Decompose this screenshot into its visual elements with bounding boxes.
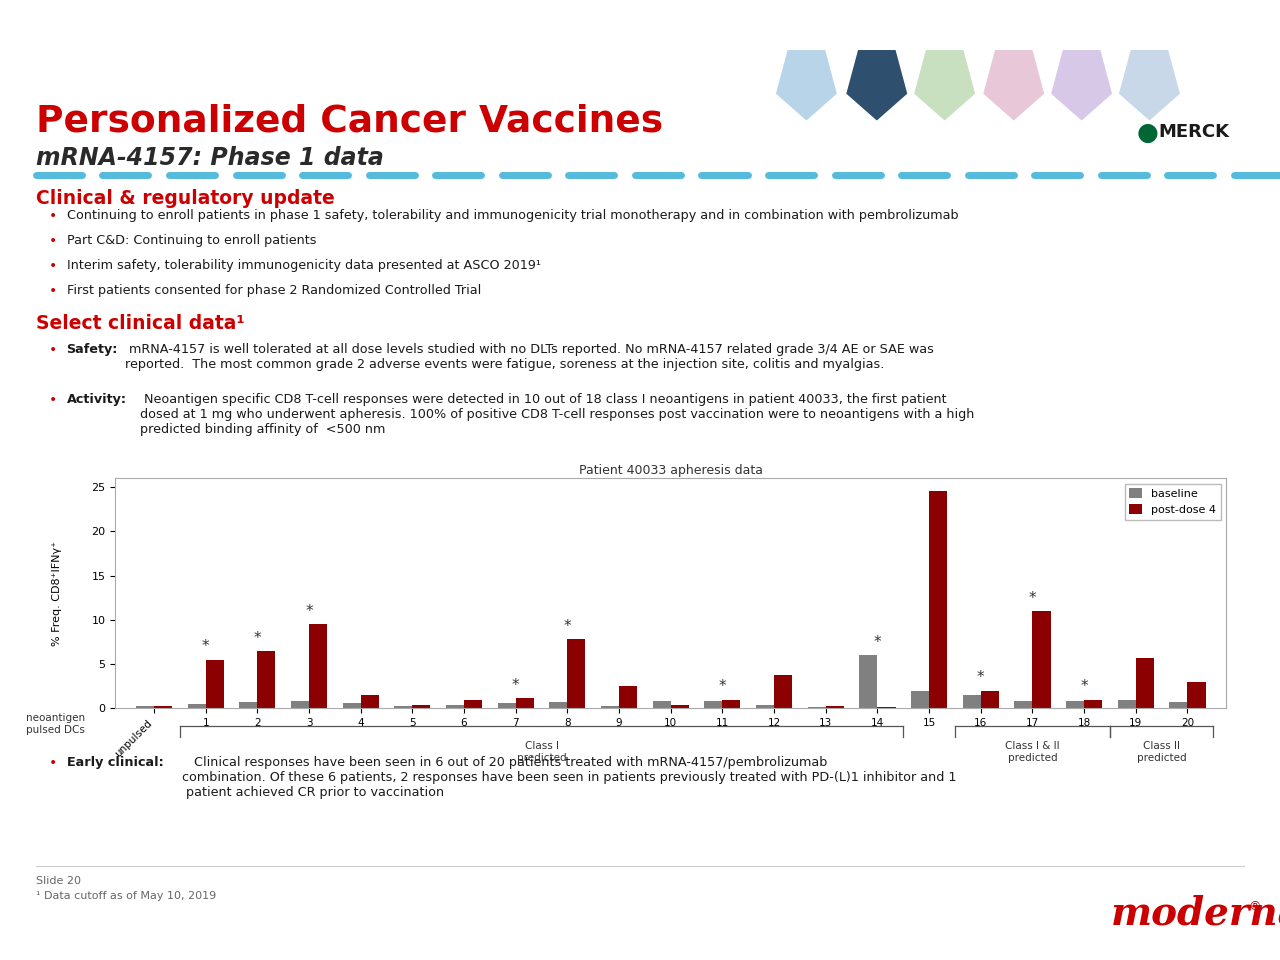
Bar (911, 691, 929, 708)
Text: Continuing to enroll patients in phase 1 safety, tolerability and immunogenicity: Continuing to enroll patients in phase 1… (67, 209, 959, 223)
Bar (877, 707, 896, 708)
Text: •: • (49, 756, 56, 771)
Text: *: * (563, 619, 571, 634)
Bar (549, 703, 567, 708)
Bar (188, 704, 206, 708)
Bar (859, 656, 877, 708)
Bar (929, 492, 947, 708)
Polygon shape (774, 49, 838, 122)
Text: Part C&D: Continuing to enroll patients: Part C&D: Continuing to enroll patients (67, 234, 316, 248)
Bar (239, 703, 257, 708)
Polygon shape (1050, 49, 1114, 122)
Text: ®: ® (1248, 900, 1261, 914)
Bar (620, 686, 637, 708)
Text: ●: ● (1137, 121, 1158, 145)
Bar (1014, 702, 1033, 708)
Polygon shape (845, 49, 909, 122)
Text: neoantigen
pulsed DCs: neoantigen pulsed DCs (26, 713, 84, 735)
Bar (1066, 702, 1084, 708)
Text: MERCK: MERCK (1158, 124, 1229, 141)
Text: *: * (202, 639, 210, 655)
Text: Slide 20: Slide 20 (36, 876, 81, 885)
Text: First patients consented for phase 2 Randomized Controlled Trial: First patients consented for phase 2 Ran… (67, 284, 481, 298)
Bar (308, 624, 328, 708)
Bar (808, 707, 826, 708)
Bar (257, 651, 275, 708)
Text: Class I & II
predicted: Class I & II predicted (1005, 741, 1060, 762)
Bar (154, 706, 172, 708)
Text: *: * (1080, 680, 1088, 694)
Bar (136, 706, 154, 708)
Bar (1084, 700, 1102, 708)
Text: mRNA-4157: Phase 1 data: mRNA-4157: Phase 1 data (36, 146, 384, 170)
Bar (826, 706, 844, 708)
Bar (206, 660, 224, 708)
Polygon shape (913, 49, 977, 122)
Bar (567, 639, 585, 708)
Polygon shape (982, 49, 1046, 122)
Bar (445, 705, 465, 708)
Text: *: * (977, 670, 984, 685)
Text: Neoantigen specific CD8 T-cell responses were detected in 10 out of 18 class I n: Neoantigen specific CD8 T-cell responses… (140, 393, 974, 436)
Bar (516, 698, 534, 708)
Title: Patient 40033 apheresis data: Patient 40033 apheresis data (579, 464, 763, 477)
Bar (412, 705, 430, 708)
Bar (1170, 703, 1188, 708)
Text: Safety:: Safety: (67, 343, 118, 356)
Bar (343, 703, 361, 708)
Text: •: • (49, 234, 56, 249)
Text: Activity:: Activity: (67, 393, 127, 406)
Text: Clinical & regulatory update: Clinical & regulatory update (36, 189, 334, 208)
Text: *: * (512, 678, 520, 692)
Text: Personalized Cancer Vaccines: Personalized Cancer Vaccines (36, 104, 663, 139)
Bar (1117, 700, 1135, 708)
Bar (1135, 658, 1153, 708)
Text: mRNA-4157 is well tolerated at all dose levels studied with no DLTs reported. No: mRNA-4157 is well tolerated at all dose … (125, 343, 934, 371)
Text: •: • (49, 393, 56, 407)
Bar (1188, 682, 1206, 708)
Bar (704, 702, 722, 708)
Bar (394, 706, 412, 708)
Text: Interim safety, tolerability immunogenicity data presented at ASCO 2019¹: Interim safety, tolerability immunogenic… (67, 259, 540, 273)
Bar (774, 675, 792, 708)
Bar (361, 695, 379, 708)
Text: Class I
predicted: Class I predicted (517, 741, 566, 762)
Polygon shape (1117, 49, 1181, 122)
Text: *: * (1029, 590, 1037, 606)
Text: Early clinical:: Early clinical: (67, 756, 164, 770)
Bar (291, 701, 308, 708)
Bar (756, 705, 774, 708)
Text: Select clinical data¹: Select clinical data¹ (36, 314, 244, 333)
Bar (653, 702, 671, 708)
Y-axis label: % Freq. CD8⁺IFNγ⁺: % Freq. CD8⁺IFNγ⁺ (52, 540, 61, 646)
Text: •: • (49, 343, 56, 357)
Bar (465, 700, 483, 708)
Legend: baseline, post-dose 4: baseline, post-dose 4 (1125, 484, 1221, 519)
Text: Class II
predicted: Class II predicted (1137, 741, 1187, 762)
Bar (671, 705, 689, 708)
Text: *: * (718, 680, 726, 694)
Bar (963, 695, 980, 708)
Text: ¹ Data cutoff as of May 10, 2019: ¹ Data cutoff as of May 10, 2019 (36, 891, 216, 900)
Text: *: * (305, 604, 312, 619)
Text: *: * (253, 631, 261, 645)
Text: •: • (49, 209, 56, 224)
Bar (498, 703, 516, 708)
Bar (980, 691, 998, 708)
Text: *: * (874, 635, 881, 650)
Bar (1033, 611, 1051, 708)
Bar (722, 700, 741, 708)
Bar (600, 706, 620, 708)
Text: Clinical responses have been seen in 6 out of 20 patients treated with mRNA-4157: Clinical responses have been seen in 6 o… (182, 756, 956, 800)
Text: moderna: moderna (1111, 895, 1280, 933)
Text: •: • (49, 284, 56, 299)
Text: •: • (49, 259, 56, 274)
